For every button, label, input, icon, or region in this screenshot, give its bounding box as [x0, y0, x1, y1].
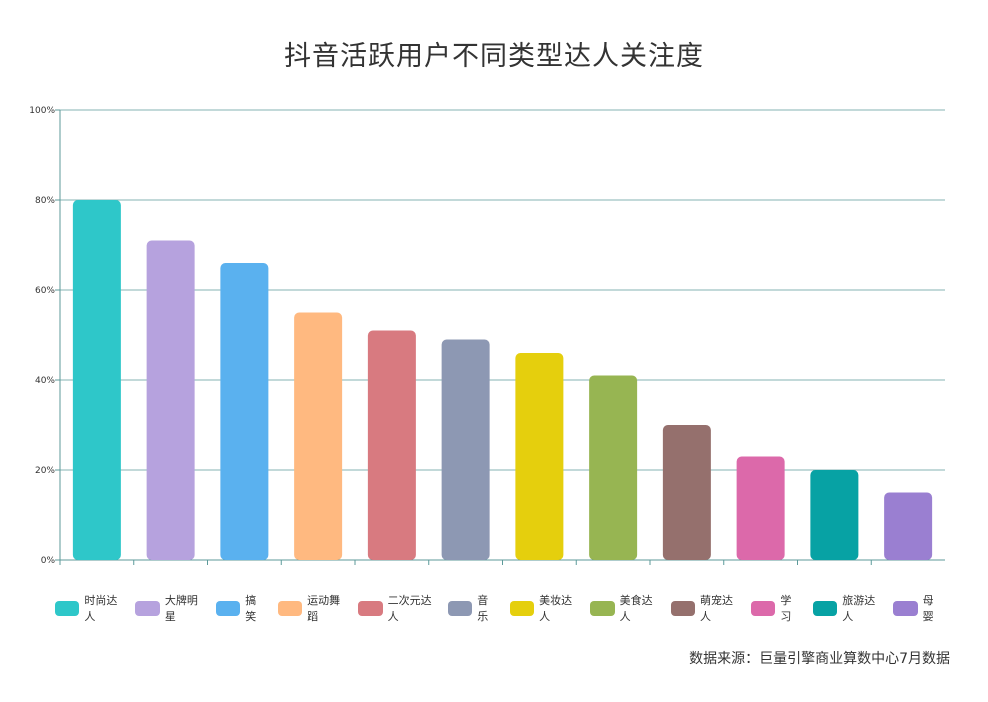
legend-item[interactable]: 时尚达人	[55, 592, 121, 624]
legend-item[interactable]: 二次元达人	[358, 592, 434, 624]
legend-item[interactable]: 音乐	[447, 592, 496, 624]
legend-item[interactable]: 萌宠达人	[670, 592, 737, 624]
bar-11	[810, 470, 859, 560]
legend-label: 美妆达人	[539, 594, 573, 623]
legend-item[interactable]: 运动舞蹈	[277, 592, 344, 624]
legend-swatch	[812, 600, 838, 616]
legend-item[interactable]: 美食达人	[590, 592, 656, 624]
bar-9	[662, 425, 711, 560]
legend-item[interactable]: 学习	[751, 592, 799, 624]
y-tick-label: 60%	[35, 286, 55, 296]
legend-label: 大牌明星	[164, 594, 198, 623]
bar-3	[220, 263, 269, 560]
bar-chart: 0% 20% 40% 60% 80% 100%	[29, 106, 945, 566]
legend-label: 二次元达人	[387, 594, 432, 623]
legend-label: 学习	[780, 594, 792, 623]
y-tick-label: 20%	[35, 466, 55, 476]
legend-label: 萌宠达人	[700, 594, 734, 623]
legend-label: 美食达人	[619, 594, 653, 623]
bar-1	[72, 200, 121, 560]
legend-label: 时尚达人	[84, 594, 118, 623]
bar-5	[367, 330, 416, 560]
y-tick-label: 80%	[35, 196, 55, 206]
bar-4	[294, 312, 343, 560]
legend-swatch	[447, 600, 473, 616]
bar-6	[441, 339, 490, 560]
legend-swatch	[215, 600, 241, 616]
chart-title: 抖音活跃用户不同类型达人关注度	[284, 41, 704, 72]
legend-label: 搞笑	[245, 594, 257, 623]
legend-swatch	[751, 600, 776, 616]
legend-item[interactable]: 旅游达人	[812, 592, 879, 624]
y-tick-label: 100%	[29, 106, 55, 116]
bar-2	[146, 240, 195, 560]
bar-7	[515, 353, 564, 560]
legend-item[interactable]: 搞笑	[215, 592, 264, 624]
legend-swatch	[509, 600, 535, 616]
legend-label: 母婴	[922, 594, 934, 623]
legend-swatch	[135, 600, 160, 616]
legend-swatch	[670, 600, 696, 616]
legend-swatch	[590, 600, 615, 616]
y-tick-label: 40%	[35, 376, 55, 386]
legend-label: 音乐	[477, 594, 489, 623]
legend-swatch	[358, 600, 383, 616]
source-note: 数据来源：巨量引擎商业算数中心7月数据	[689, 651, 950, 667]
legend-swatch	[277, 600, 303, 616]
legend-item[interactable]: 大牌明星	[135, 592, 201, 624]
bar-12	[884, 492, 933, 560]
legend-swatch	[55, 600, 80, 616]
bar-10	[736, 456, 785, 560]
bar-8	[589, 375, 638, 560]
legend-item[interactable]: 母婴	[893, 592, 941, 624]
legend-item[interactable]: 美妆达人	[509, 592, 576, 624]
legend-label: 运动舞蹈	[307, 594, 341, 623]
y-tick-label: 0%	[41, 556, 56, 566]
legend-label: 旅游达人	[842, 594, 876, 623]
legend-swatch	[893, 600, 918, 616]
chart-legend: 时尚达人 大牌明星 搞笑 运动舞蹈 二次元达人 音乐 美妆达人 美食达人 萌宠达人 学习 旅游达人 母…	[55, 592, 955, 624]
